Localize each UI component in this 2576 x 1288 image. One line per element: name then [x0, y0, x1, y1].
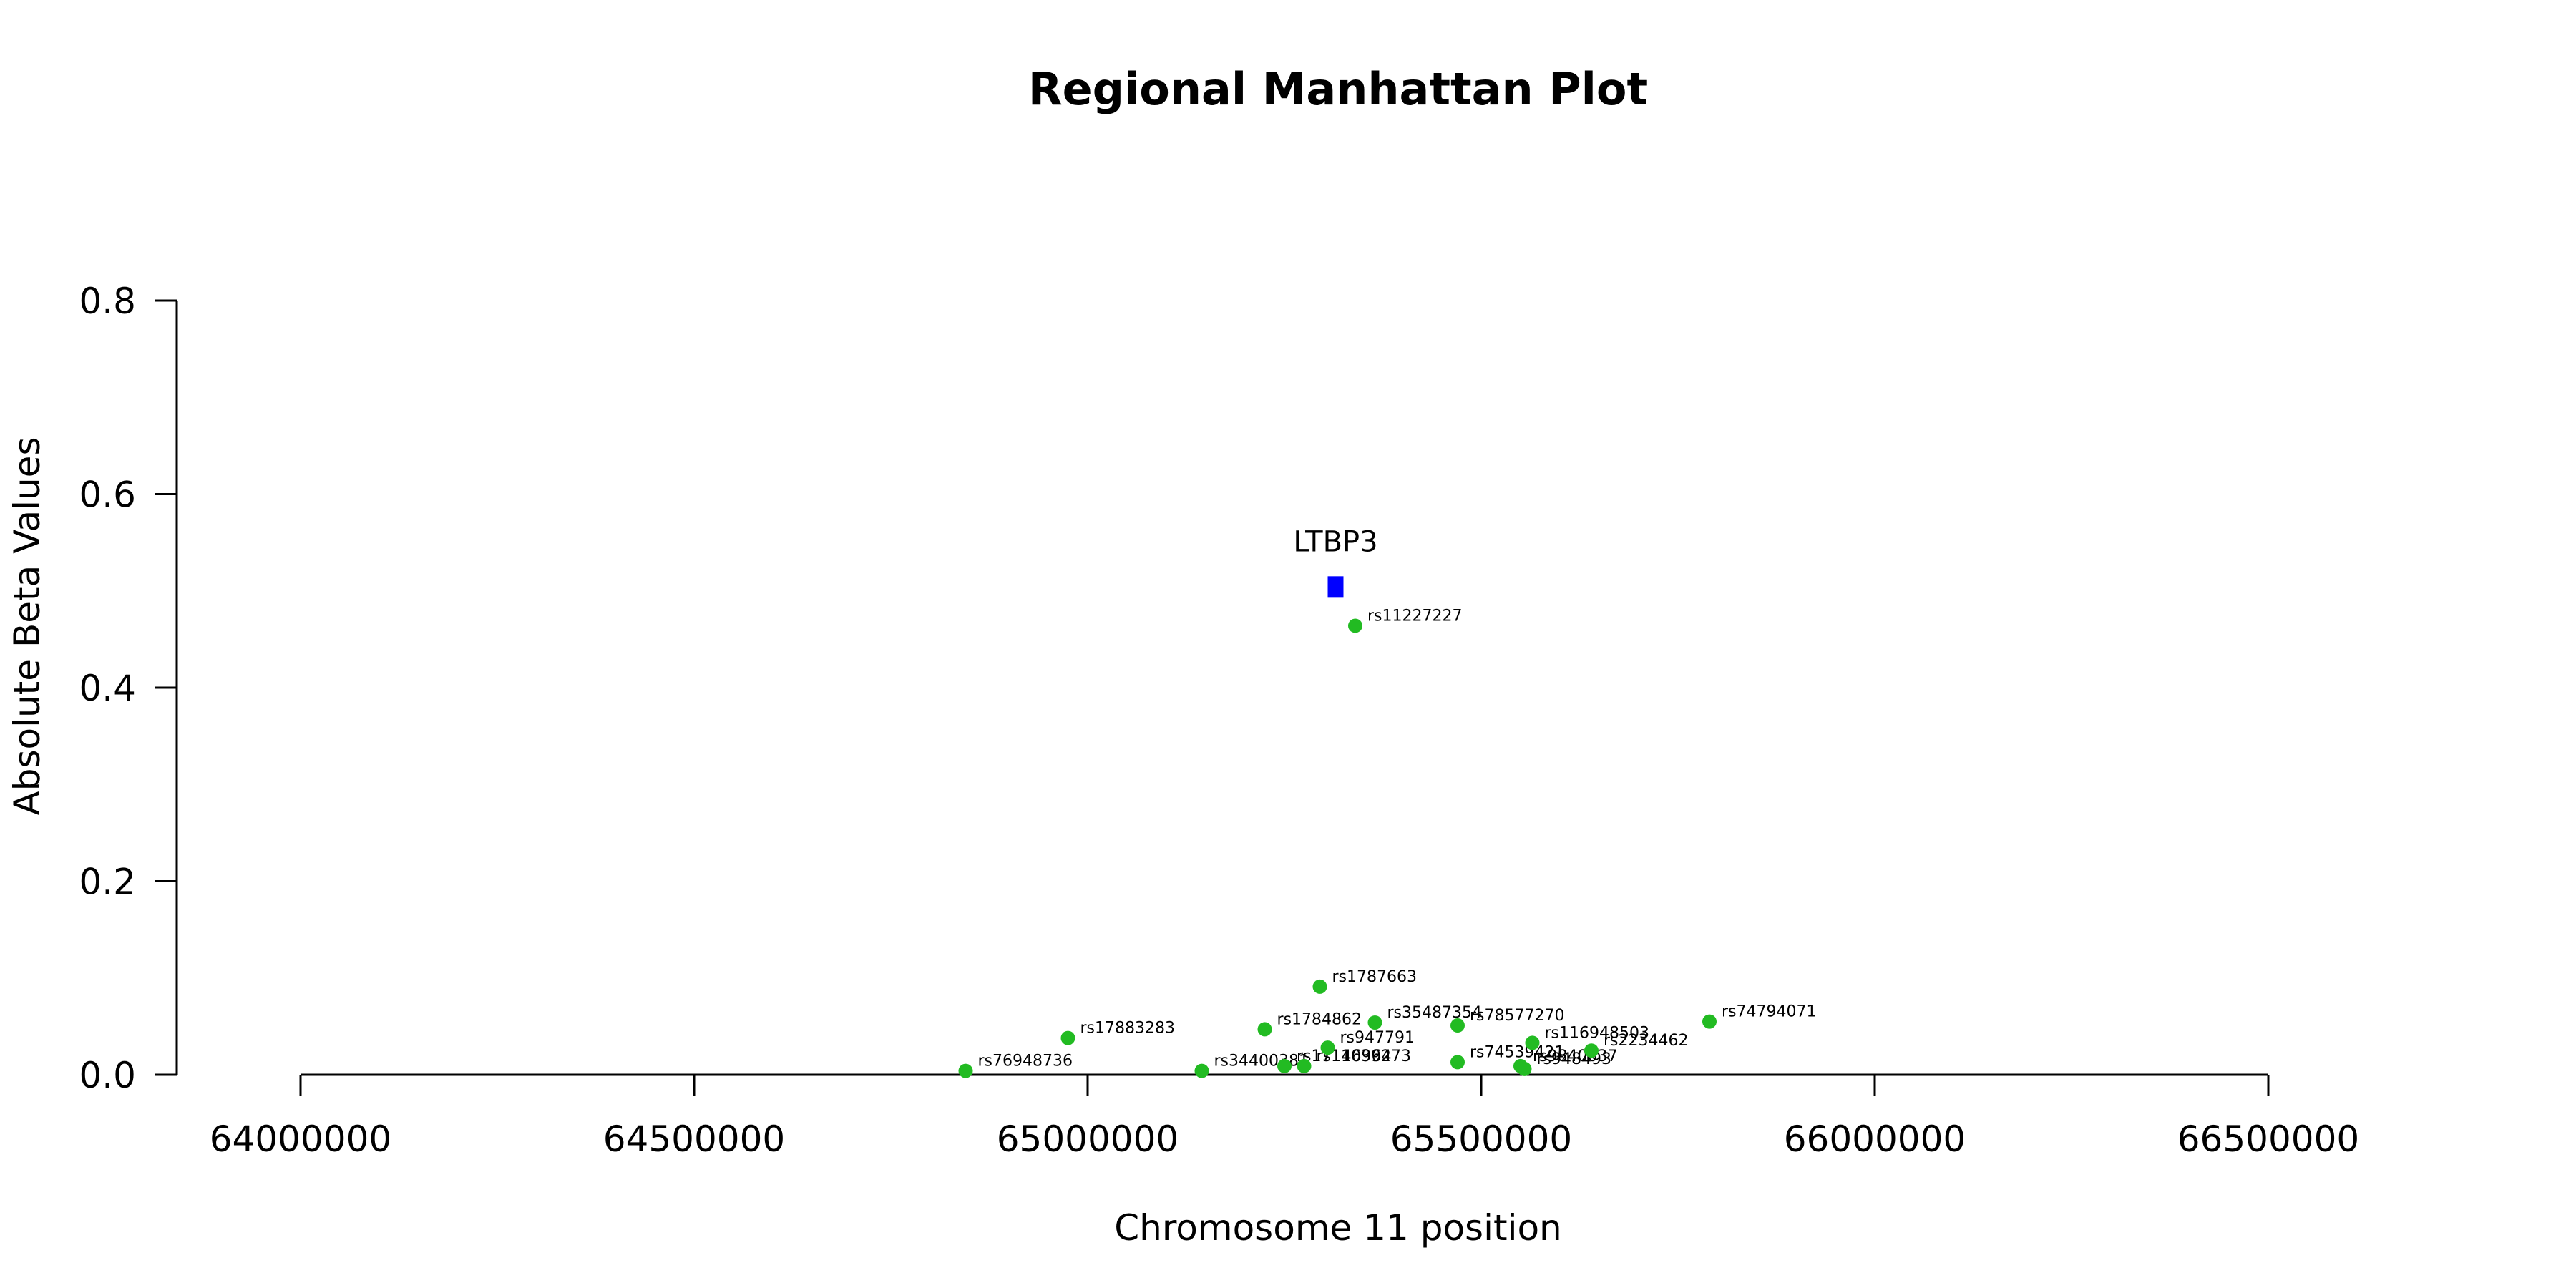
snp-point — [1312, 979, 1327, 994]
gene-label: LTBP3 — [1293, 525, 1377, 558]
snp-point — [1584, 1043, 1599, 1058]
snp-label: rs1784862 — [1277, 1010, 1362, 1028]
y-axis: 0.0 0.2 0.4 0.6 0.8 — [79, 280, 178, 1096]
snp-label: rs2234462 — [1604, 1032, 1689, 1050]
snp-point — [1320, 1040, 1335, 1055]
snp-label: rs34400381 — [1214, 1053, 1309, 1070]
x-tick-label: 64500000 — [603, 1118, 786, 1160]
snp-label: rs78577270 — [1470, 1007, 1564, 1025]
snp-label: rs74794071 — [1722, 1003, 1816, 1021]
snp-points: rs76948736rs17883283rs34400381rs1784862r… — [958, 607, 1816, 1078]
y-tick-label: 0.6 — [79, 474, 136, 516]
x-tick-label: 65500000 — [1390, 1118, 1573, 1160]
y-tick-label: 0.2 — [79, 862, 136, 903]
snp-label: rs947791 — [1340, 1029, 1415, 1047]
x-axis: 64000000 64500000 65000000 65500000 66000000… — [210, 1073, 2360, 1160]
snp-point — [1060, 1030, 1075, 1045]
x-tick-label: 64000000 — [210, 1118, 392, 1160]
y-axis-title: Absolute Beta Values — [6, 437, 48, 816]
snp-point — [1257, 1022, 1272, 1037]
snp-label: rs948493 — [1537, 1050, 1612, 1068]
x-tick-label: 65000000 — [997, 1118, 1179, 1160]
snp-point — [1450, 1018, 1465, 1033]
snp-point — [1525, 1035, 1540, 1050]
snp-label: rs11227227 — [1367, 607, 1462, 625]
snp-label: rs1787663 — [1332, 968, 1418, 986]
y-tick-label: 0.4 — [79, 668, 136, 709]
chart-title: Regional Manhattan Plot — [1028, 63, 1648, 115]
gene-markers: LTBP3 — [1293, 525, 1378, 598]
snp-label: rs9840037 — [1533, 1048, 1618, 1065]
snp-label: rs76948736 — [978, 1053, 1073, 1070]
x-axis-title: Chromosome 11 position — [1114, 1207, 1562, 1249]
snp-point — [1348, 618, 1362, 633]
snp-label: rs17883283 — [1080, 1020, 1175, 1038]
snp-point — [1277, 1058, 1292, 1073]
snp-point — [1194, 1063, 1209, 1078]
snp-point — [1517, 1061, 1532, 1076]
x-tick-label: 66500000 — [2177, 1118, 2360, 1160]
snp-point — [1367, 1015, 1382, 1030]
snp-point — [1297, 1058, 1312, 1073]
snp-label: rs74539421 — [1470, 1043, 1564, 1061]
y-tick-label: 0.0 — [79, 1055, 136, 1096]
snp-point — [958, 1063, 973, 1078]
snp-point — [1702, 1014, 1717, 1029]
snp-label: rs35487354 — [1387, 1004, 1482, 1022]
y-tick-label: 0.8 — [79, 280, 136, 322]
gene-marker — [1327, 576, 1344, 598]
snp-point — [1450, 1055, 1465, 1070]
snp-label: rs17146964 — [1297, 1048, 1391, 1065]
snp-label: rs116948503 — [1545, 1024, 1649, 1042]
x-tick-label: 66000000 — [1784, 1118, 1966, 1160]
